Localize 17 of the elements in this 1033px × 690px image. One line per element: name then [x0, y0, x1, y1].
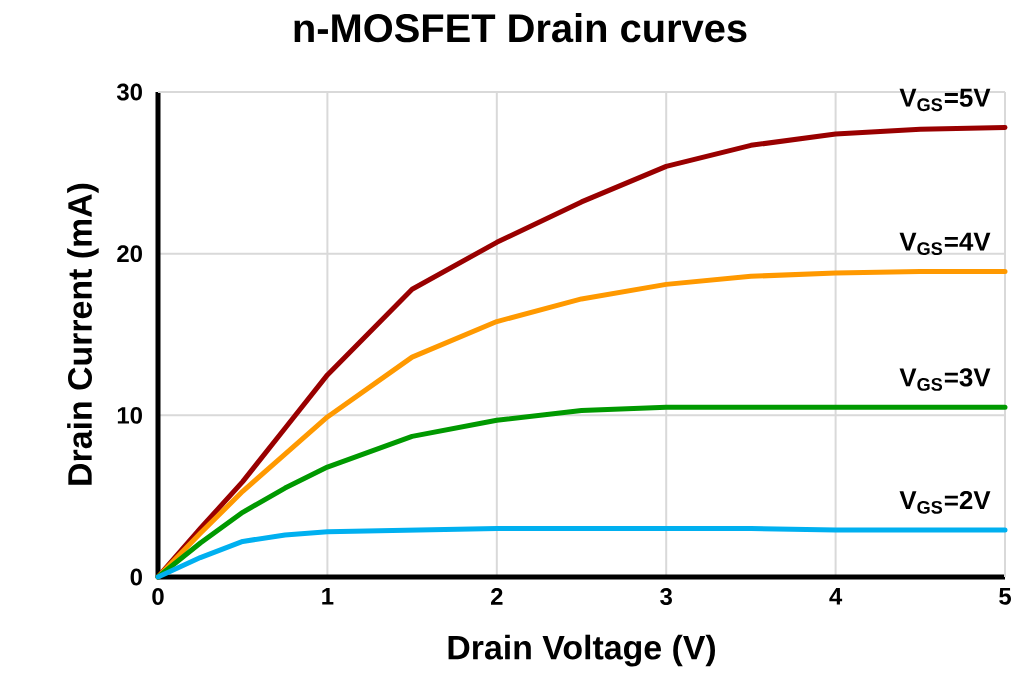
x-tick-label: 4: [829, 588, 843, 605]
chart-title: n-MOSFET Drain curves: [294, 13, 747, 43]
x-tick-label: 2: [491, 588, 503, 605]
x-tick-label: 1: [322, 588, 334, 605]
x-tick-label: 5: [999, 588, 1011, 605]
series-label: V$_{GS}$=2V: [899, 491, 991, 514]
series-label: V$_{GS}$=4V: [899, 232, 991, 256]
series-label: V$_{GS}$=5V: [899, 88, 991, 112]
y-axis-title: Drain Current (mA): [67, 183, 99, 485]
x-tick-label: 3: [660, 588, 672, 606]
y-tick-label: 10: [117, 406, 142, 424]
y-tick-label: 20: [117, 245, 142, 263]
y-tick-label: 30: [116, 83, 142, 101]
x-axis-title: Drain Voltage (V): [448, 634, 715, 667]
x-tick-label: 0: [152, 588, 164, 605]
y-tick-label: 0: [130, 568, 142, 586]
series-label: V$_{GS}$=3V: [899, 368, 991, 391]
